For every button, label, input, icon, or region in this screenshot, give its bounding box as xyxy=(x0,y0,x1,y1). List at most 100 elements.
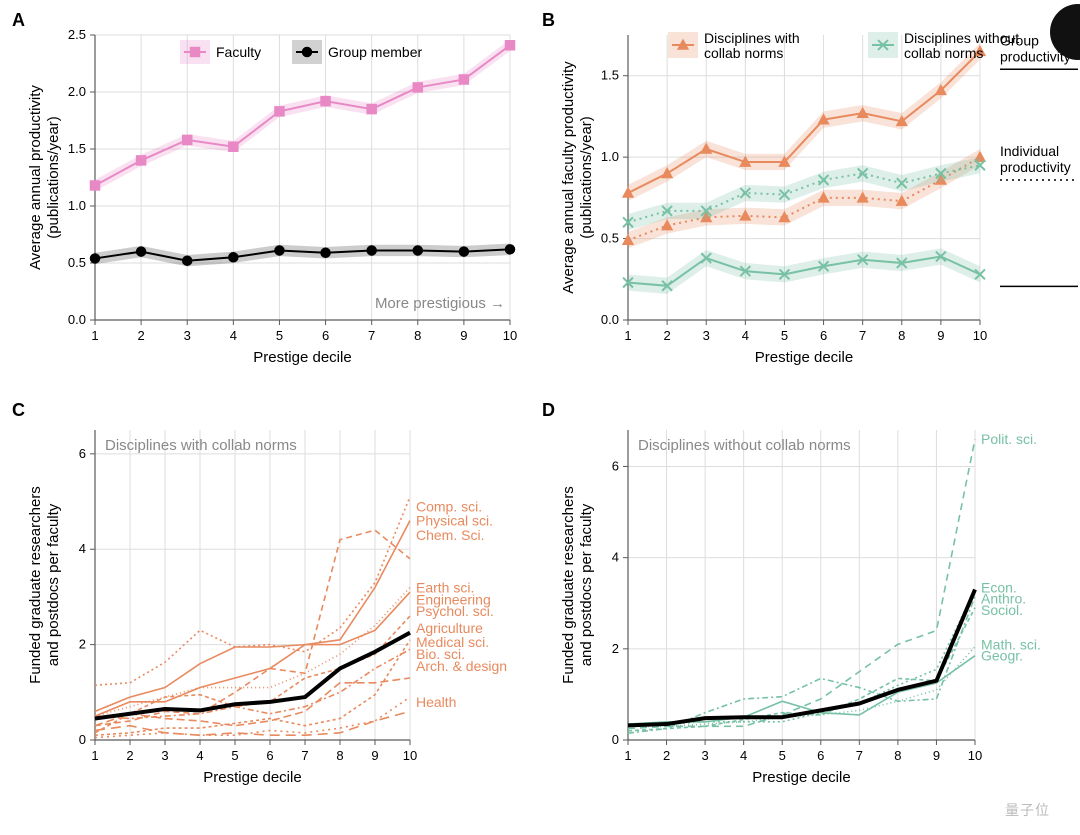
svg-text:1: 1 xyxy=(91,748,98,763)
svg-text:(publications/year): (publications/year) xyxy=(578,116,595,239)
svg-text:2: 2 xyxy=(663,328,670,343)
panel-d: D024612345678910Prestige decileFunded gr… xyxy=(540,400,1080,815)
svg-text:6: 6 xyxy=(820,328,827,343)
discipline-line xyxy=(628,590,975,727)
plot-a: 0.00.51.01.52.02.512345678910Prestige de… xyxy=(10,10,520,380)
svg-text:2: 2 xyxy=(79,637,86,652)
svg-text:Average annual productivity: Average annual productivity xyxy=(27,85,44,270)
panel-letter-c: C xyxy=(12,400,25,421)
svg-text:9: 9 xyxy=(460,328,467,343)
svg-text:0.5: 0.5 xyxy=(68,255,86,270)
overall-line xyxy=(95,633,410,719)
svg-text:9: 9 xyxy=(933,748,940,763)
discipline-line xyxy=(95,592,410,711)
svg-text:7: 7 xyxy=(301,748,308,763)
side-label: Individual xyxy=(1000,143,1059,159)
svg-text:2: 2 xyxy=(663,748,670,763)
side-label: productivity xyxy=(1000,159,1071,175)
svg-text:1.0: 1.0 xyxy=(68,198,86,213)
svg-text:6: 6 xyxy=(266,748,273,763)
plot-d: 024612345678910Prestige decileFunded gra… xyxy=(540,400,1080,815)
svg-text:and postdocs per faculty: and postdocs per faculty xyxy=(45,503,62,666)
svg-text:6: 6 xyxy=(612,458,619,473)
side-label: Group xyxy=(1000,32,1039,48)
plot-b: 0.00.51.01.512345678910Prestige decileAv… xyxy=(540,10,1080,380)
svg-text:10: 10 xyxy=(503,328,517,343)
svg-text:1.5: 1.5 xyxy=(68,141,86,156)
panel-c: C024612345678910Prestige decileFunded gr… xyxy=(10,400,520,815)
figure: A0.00.51.01.52.02.512345678910Prestige d… xyxy=(0,0,1080,835)
svg-text:8: 8 xyxy=(898,328,905,343)
overall-line xyxy=(628,590,975,726)
x-axis-label: Prestige decile xyxy=(755,349,853,366)
svg-text:0: 0 xyxy=(79,732,86,747)
panel-annotation: Disciplines with collab norms xyxy=(105,437,297,454)
svg-text:0.5: 0.5 xyxy=(601,231,619,246)
svg-text:1.5: 1.5 xyxy=(601,68,619,83)
discipline-label: Polit. sci. xyxy=(981,431,1037,447)
svg-text:8: 8 xyxy=(894,748,901,763)
svg-text:10: 10 xyxy=(973,328,987,343)
x-axis-label: Prestige decile xyxy=(203,769,301,786)
discipline-label: Sociol. xyxy=(981,602,1023,618)
svg-text:2.5: 2.5 xyxy=(68,27,86,42)
legend-item-label: collab norms xyxy=(704,45,783,61)
discipline-line xyxy=(95,530,410,726)
watermark: 量子位 xyxy=(1005,800,1050,820)
legend-item-label: Faculty xyxy=(216,44,261,60)
discipline-label: Chem. Sci. xyxy=(416,527,484,543)
svg-text:Average annual faculty product: Average annual faculty productivity xyxy=(560,61,577,294)
plot-c: 024612345678910Prestige decileFunded gra… xyxy=(10,400,520,815)
panel-a: A0.00.51.01.52.02.512345678910Prestige d… xyxy=(10,10,520,380)
svg-text:0.0: 0.0 xyxy=(68,312,86,327)
svg-text:2.0: 2.0 xyxy=(68,84,86,99)
svg-text:4: 4 xyxy=(230,328,237,343)
x-axis-label: Prestige decile xyxy=(253,349,351,366)
svg-text:7: 7 xyxy=(368,328,375,343)
panel-letter-a: A xyxy=(12,10,25,31)
svg-text:6: 6 xyxy=(817,748,824,763)
svg-text:4: 4 xyxy=(79,541,86,556)
svg-text:8: 8 xyxy=(336,748,343,763)
svg-text:9: 9 xyxy=(937,328,944,343)
series-line xyxy=(95,45,510,185)
svg-text:3: 3 xyxy=(161,748,168,763)
svg-text:2: 2 xyxy=(126,748,133,763)
svg-text:1: 1 xyxy=(91,328,98,343)
svg-text:10: 10 xyxy=(968,748,982,763)
svg-text:8: 8 xyxy=(414,328,421,343)
svg-text:10: 10 xyxy=(403,748,417,763)
discipline-line xyxy=(95,521,410,717)
svg-text:2: 2 xyxy=(137,328,144,343)
svg-text:7: 7 xyxy=(859,328,866,343)
svg-text:Funded graduate researchers: Funded graduate researchers xyxy=(560,486,577,684)
svg-text:0: 0 xyxy=(612,732,619,747)
discipline-label: Health xyxy=(416,694,456,710)
svg-text:5: 5 xyxy=(779,748,786,763)
svg-text:4: 4 xyxy=(742,328,749,343)
panel-letter-d: D xyxy=(542,400,555,421)
svg-text:0.0: 0.0 xyxy=(601,312,619,327)
discipline-line xyxy=(95,640,410,735)
discipline-label: Geogr. xyxy=(981,648,1023,664)
svg-text:6: 6 xyxy=(322,328,329,343)
svg-text:7: 7 xyxy=(856,748,863,763)
legend-item-label: Disciplines with xyxy=(704,30,800,46)
legend-item-label: Group member xyxy=(328,44,422,60)
svg-text:1: 1 xyxy=(624,748,631,763)
svg-text:3: 3 xyxy=(703,328,710,343)
svg-text:4: 4 xyxy=(612,550,619,565)
x-axis-label: Prestige decile xyxy=(752,769,850,786)
discipline-label: Psychol. sci. xyxy=(416,603,494,619)
svg-text:4: 4 xyxy=(196,748,203,763)
svg-text:Funded graduate researchers: Funded graduate researchers xyxy=(27,486,44,684)
svg-text:5: 5 xyxy=(231,748,238,763)
legend-item-label: collab norms xyxy=(904,45,983,61)
panel-letter-b: B xyxy=(542,10,555,31)
prestige-arrow-annotation: More prestigious → xyxy=(375,295,505,312)
svg-text:4: 4 xyxy=(740,748,747,763)
svg-text:1: 1 xyxy=(624,328,631,343)
svg-text:5: 5 xyxy=(781,328,788,343)
svg-text:(publications/year): (publications/year) xyxy=(45,116,62,239)
svg-text:5: 5 xyxy=(276,328,283,343)
